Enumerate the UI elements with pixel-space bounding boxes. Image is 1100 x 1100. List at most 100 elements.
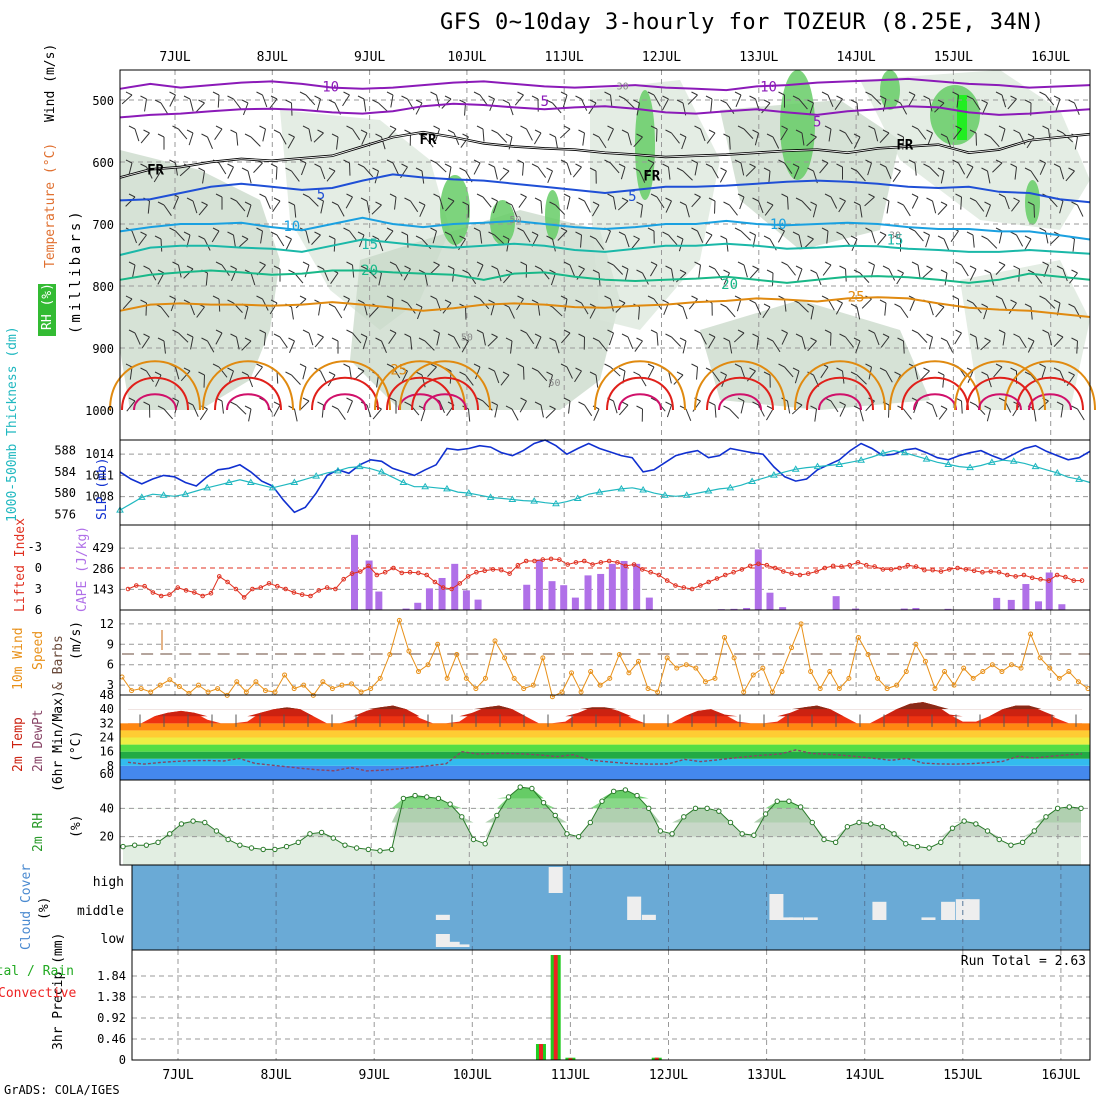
wind-barb-shaft <box>798 234 803 248</box>
wind-barb-flag <box>1039 159 1046 164</box>
wind-barb-shaft <box>740 230 751 241</box>
low-level-isotherms <box>109 360 1096 411</box>
wind-barb-shaft <box>581 302 589 315</box>
wind-barb-shaft <box>917 332 928 343</box>
wind-barb-shaft <box>681 136 687 150</box>
cape-bar <box>474 599 482 610</box>
wind-barb-shaft <box>1001 298 1008 311</box>
lifted-tick: 6 <box>35 603 42 617</box>
wind-barb-flag <box>357 367 365 372</box>
cloud-middle-bar <box>779 917 794 920</box>
lifted-index-marker <box>440 585 446 590</box>
wind-barb-flag <box>578 401 585 406</box>
wind-barb-shaft <box>202 170 205 184</box>
cape-bar <box>560 585 568 610</box>
wind-barb-flag <box>473 363 481 368</box>
isotherm-5 <box>119 173 1091 204</box>
lifted-index-marker <box>382 569 388 575</box>
cape-bar <box>1022 584 1030 610</box>
wind-barb-shaft <box>990 136 1000 148</box>
thickness-marker <box>552 499 560 507</box>
wind-barb-flag <box>386 227 394 232</box>
wind-barb-flag <box>1010 367 1017 372</box>
wind-barb-shaft <box>943 238 950 251</box>
thickness-marker <box>312 472 321 479</box>
wind-barb-shaft <box>231 268 237 281</box>
wind-barb-shaft <box>497 268 502 282</box>
wind-barb-shaft <box>537 370 548 382</box>
isotherm--5 <box>119 102 1091 119</box>
wind-barb-flag <box>520 125 527 130</box>
wind-barb-shaft <box>826 230 829 244</box>
wind-barb-shaft <box>967 370 974 383</box>
wind-barb-flag <box>1013 129 1020 134</box>
lifted-index-marker <box>424 572 429 578</box>
wind-barb-flag <box>473 159 481 164</box>
wind10-marker <box>253 679 259 685</box>
rh-marker <box>517 784 523 790</box>
wind-barb-shaft <box>998 230 1003 244</box>
rh-marker <box>412 792 418 799</box>
wind-barb-flag <box>549 201 556 206</box>
wind-barb-flag <box>955 261 962 266</box>
wind-barb-flag <box>1053 299 1061 304</box>
wind-barb-flag <box>882 265 890 270</box>
thickness-marker <box>944 460 953 467</box>
wind-barb-shaft <box>758 200 764 214</box>
wind-barb-flag <box>1071 337 1078 342</box>
lifted-index-marker <box>581 558 587 564</box>
wind-barb-flag <box>1027 201 1035 206</box>
wind-barb-shaft <box>743 264 748 278</box>
wind-barb-shaft <box>917 128 927 140</box>
rh-marker <box>903 841 909 847</box>
wind-barb-flag <box>636 269 643 274</box>
wind-barb-flag <box>897 201 904 206</box>
wind-barb-flag <box>476 193 484 198</box>
thickness-marker <box>137 493 146 500</box>
lifted-index-marker <box>681 585 687 590</box>
precip-tick: 1.38 <box>97 990 126 1004</box>
wind-barb-shaft <box>610 94 613 108</box>
wind10-marker <box>1056 675 1062 681</box>
wind-barb-flag <box>778 91 785 96</box>
isotherm-bump <box>386 376 454 411</box>
wind-barb-flag <box>969 129 977 134</box>
wind-barb-shaft <box>830 196 838 209</box>
wind-barb-flag <box>1010 299 1017 304</box>
wind-barb-flag <box>705 95 713 100</box>
thickness-marker <box>1031 462 1040 470</box>
wind-barb-flag <box>868 125 875 130</box>
lifted-index-marker <box>258 585 264 590</box>
wind-barb-shaft <box>794 370 800 384</box>
wind-barb-flag <box>546 99 553 104</box>
wind-barb-flag <box>966 231 974 236</box>
wind-barb-flag <box>850 303 858 308</box>
wind-barb-flag <box>618 95 626 100</box>
wind-barb-shaft <box>922 268 933 279</box>
wind-barb-flag <box>592 269 600 274</box>
wind-barb-flag <box>749 95 756 100</box>
lifted-index-marker <box>1038 576 1043 582</box>
wind-barb-shaft <box>236 336 240 350</box>
wind-barb-flag <box>650 193 658 198</box>
precip-tick: 1.84 <box>97 969 126 983</box>
wind-barb-shaft <box>160 238 163 252</box>
temperature-tick: 16 <box>100 745 114 759</box>
lifted-index-marker <box>208 590 214 596</box>
wind-barb-flag <box>444 163 452 168</box>
lifted-index-marker <box>880 567 886 572</box>
wind-barb-flag <box>154 99 162 104</box>
wind-barb-shaft <box>685 204 690 218</box>
wind10-marker <box>1075 679 1081 685</box>
wind-barb-shaft <box>416 306 423 320</box>
wind-barb-shaft <box>839 404 846 417</box>
slp-tick: 1008 <box>85 490 114 504</box>
wind-barb-flag <box>810 337 817 342</box>
wind-barb-flag <box>172 397 179 402</box>
wind-barb-shaft <box>896 272 904 285</box>
wind10-marker <box>511 675 517 681</box>
thickness-marker <box>486 493 495 500</box>
wind-barb-flag <box>270 231 278 236</box>
wind-barb-flag <box>1053 95 1061 100</box>
wind-barb-shaft <box>378 272 382 286</box>
